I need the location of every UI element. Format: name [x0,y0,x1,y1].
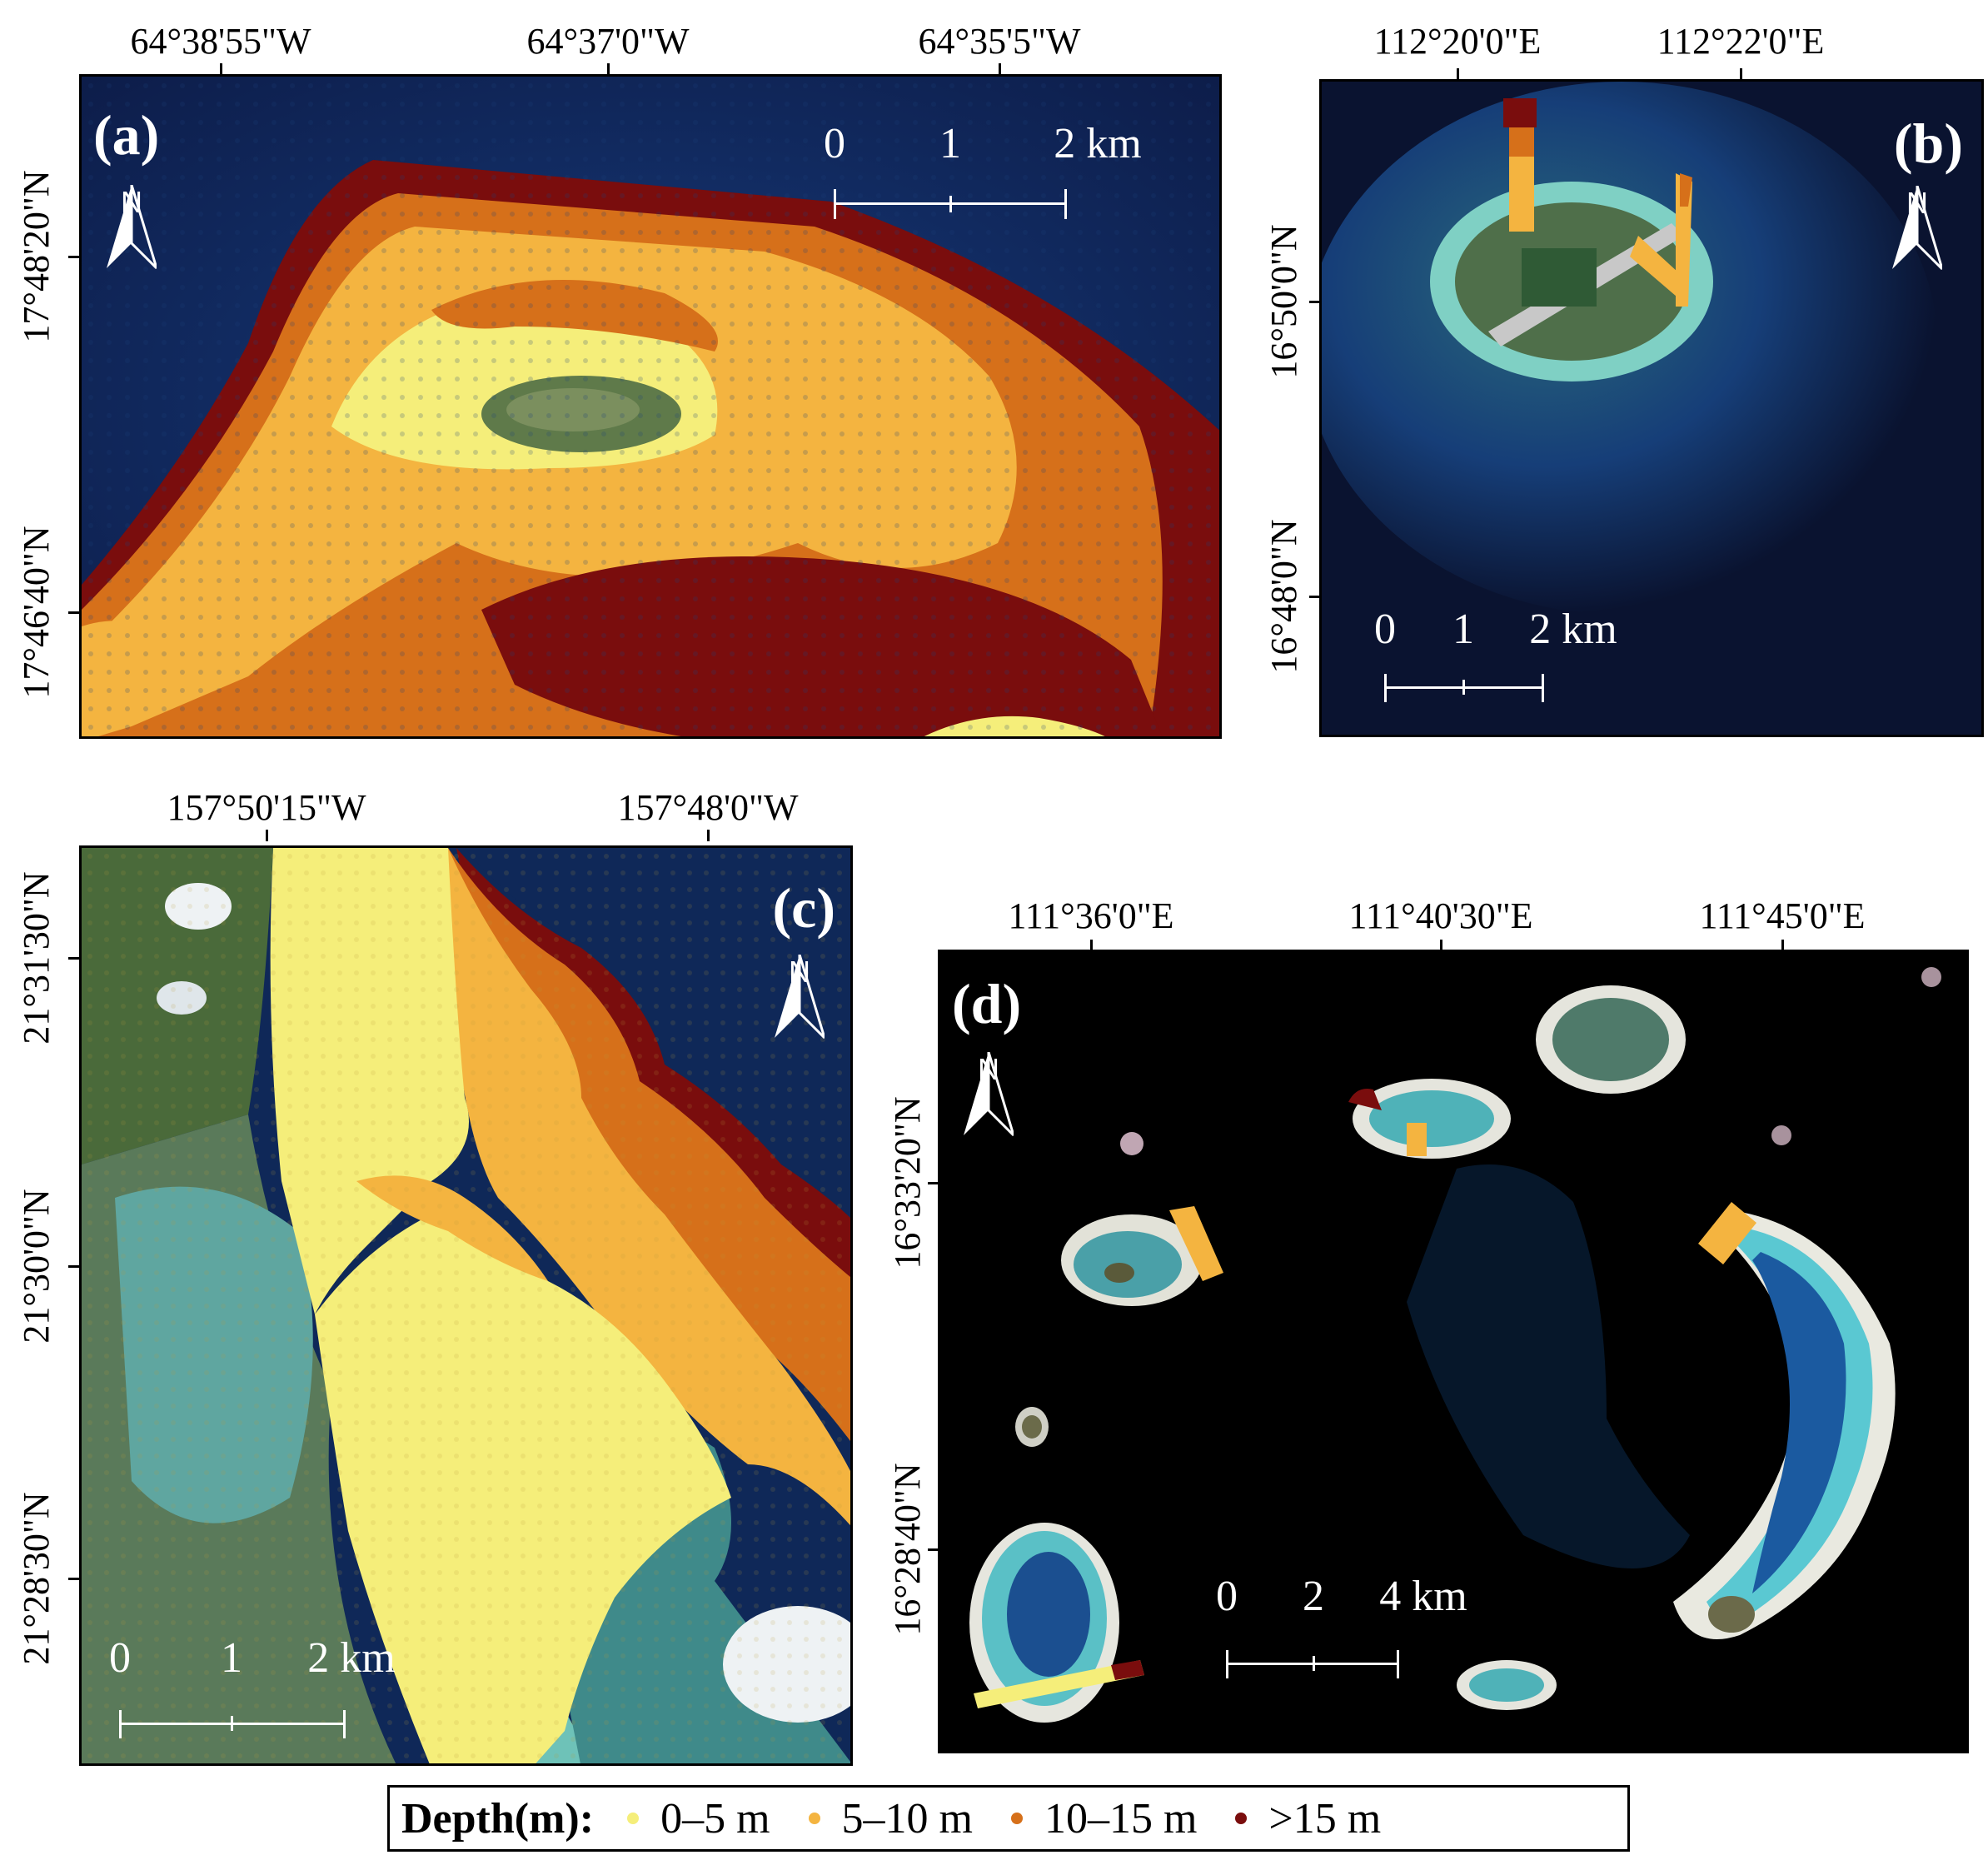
panel-c-lat-label-1: 21°31'30"N [16,871,57,1045]
panel-b-lat-label-2: 16°48'0"N [1263,519,1304,674]
panel-b-scale-bar: 0 1 2 km [1374,598,1630,723]
scale-label-1: 2 [1303,1573,1324,1620]
panel-a-depth-map [82,77,1219,736]
legend-item-gt15: >15 m [1235,1794,1381,1843]
panel-a-lon-label-3: 64°35'5"W [918,21,1081,62]
panel-a-lon-label-1: 64°38'55"W [130,21,311,62]
panel-d-north-arrow: N [964,1052,1014,1137]
panel-c-north-arrow: N [775,955,825,1040]
north-arrow-icon [775,955,825,1040]
scale-label-1: 1 [1452,606,1474,653]
panel-a-lat-label-2: 17°46'40"N [16,526,57,699]
panel-b-lon-label-2: 112°22'0"E [1657,21,1825,62]
panel-b-map: (b) N 0 1 2 km [1319,79,1984,737]
panel-d-label: (d) [952,972,1022,1035]
scale-label-2: 4 km [1379,1573,1467,1620]
panel-c-lat-label-3: 21°28'30"N [16,1492,57,1665]
panel-d-lat-label-2: 16°28'40"N [887,1463,928,1636]
legend-label: 5–10 m [841,1794,973,1843]
panel-c-label: (c) [772,876,835,940]
panel-d-scale-bar: 0 2 4 km [1216,1560,1473,1685]
north-arrow-icon [964,1052,1014,1137]
panel-d-lon-label-3: 111°45'0"E [1699,895,1866,936]
legend-label: >15 m [1268,1794,1382,1843]
legend-label: 0–5 m [660,1794,770,1843]
scale-label-0: 0 [1374,606,1396,653]
legend-item-5-10: 5–10 m [808,1794,973,1843]
panel-a-scale-bar: 0 1 2 km [824,110,1142,227]
panel-c-lat-label-2: 21°30'0"N [16,1189,57,1344]
panel-b-north-arrow: N [1892,186,1942,271]
scale-label-0: 0 [824,120,845,167]
legend-item-0-5: 0–5 m [627,1794,770,1843]
north-arrow-icon [107,185,157,270]
legend-swatch [627,1813,640,1824]
scale-label-2: 2 km [1529,606,1617,653]
legend-item-10-15: 10–15 m [1010,1794,1198,1843]
panel-b-satellite [1322,82,1981,735]
panel-c-scale-bar: 0 1 2 km [109,1627,398,1752]
panel-a-lat-label-1: 17°48'20"N [16,170,57,343]
panel-c-map: (c) N 0 1 2 km [79,845,853,1766]
panel-a-label: (a) [93,103,160,167]
scale-label-0: 0 [109,1634,131,1682]
panel-b-label: (b) [1893,112,1963,175]
panel-a-north-arrow: N [107,185,157,270]
legend-swatch [1010,1813,1023,1824]
panel-c-lon-label-2: 157°48'0"W [617,787,799,828]
legend-swatch [1235,1813,1248,1824]
scale-label-1: 1 [221,1634,242,1682]
scale-label-2: 2 km [307,1634,396,1682]
legend-label: 10–15 m [1044,1794,1198,1843]
panel-c-depth-map [82,848,850,1763]
panel-b-lat-label-1: 16°50'0"N [1263,224,1304,379]
panel-c-lon-label-1: 157°50'15"W [167,787,366,828]
panel-d-map: (d) N 0 2 4 km [938,950,1969,1753]
scale-label-0: 0 [1216,1573,1238,1620]
panel-a-lon-label-2: 64°37'0"W [526,21,690,62]
legend-swatch [808,1813,820,1824]
depth-legend: Depth(m): 0–5 m 5–10 m 10–15 m >15 m [387,1785,1630,1852]
north-arrow-icon [1892,186,1942,271]
panel-a-map: (a) N 0 1 2 km [79,74,1222,739]
panel-d-lon-label-1: 111°36'0"E [1008,895,1174,936]
scale-label-1: 1 [939,120,961,167]
legend-title: Depth(m): [401,1794,595,1843]
panel-d-lat-label-1: 16°33'20"N [887,1096,928,1269]
panel-b-lon-label-1: 112°20'0"E [1373,21,1542,62]
scale-label-2: 2 km [1054,120,1142,167]
panel-d-satellite [940,952,1966,1751]
panel-d-lon-label-2: 111°40'30"E [1348,895,1533,936]
